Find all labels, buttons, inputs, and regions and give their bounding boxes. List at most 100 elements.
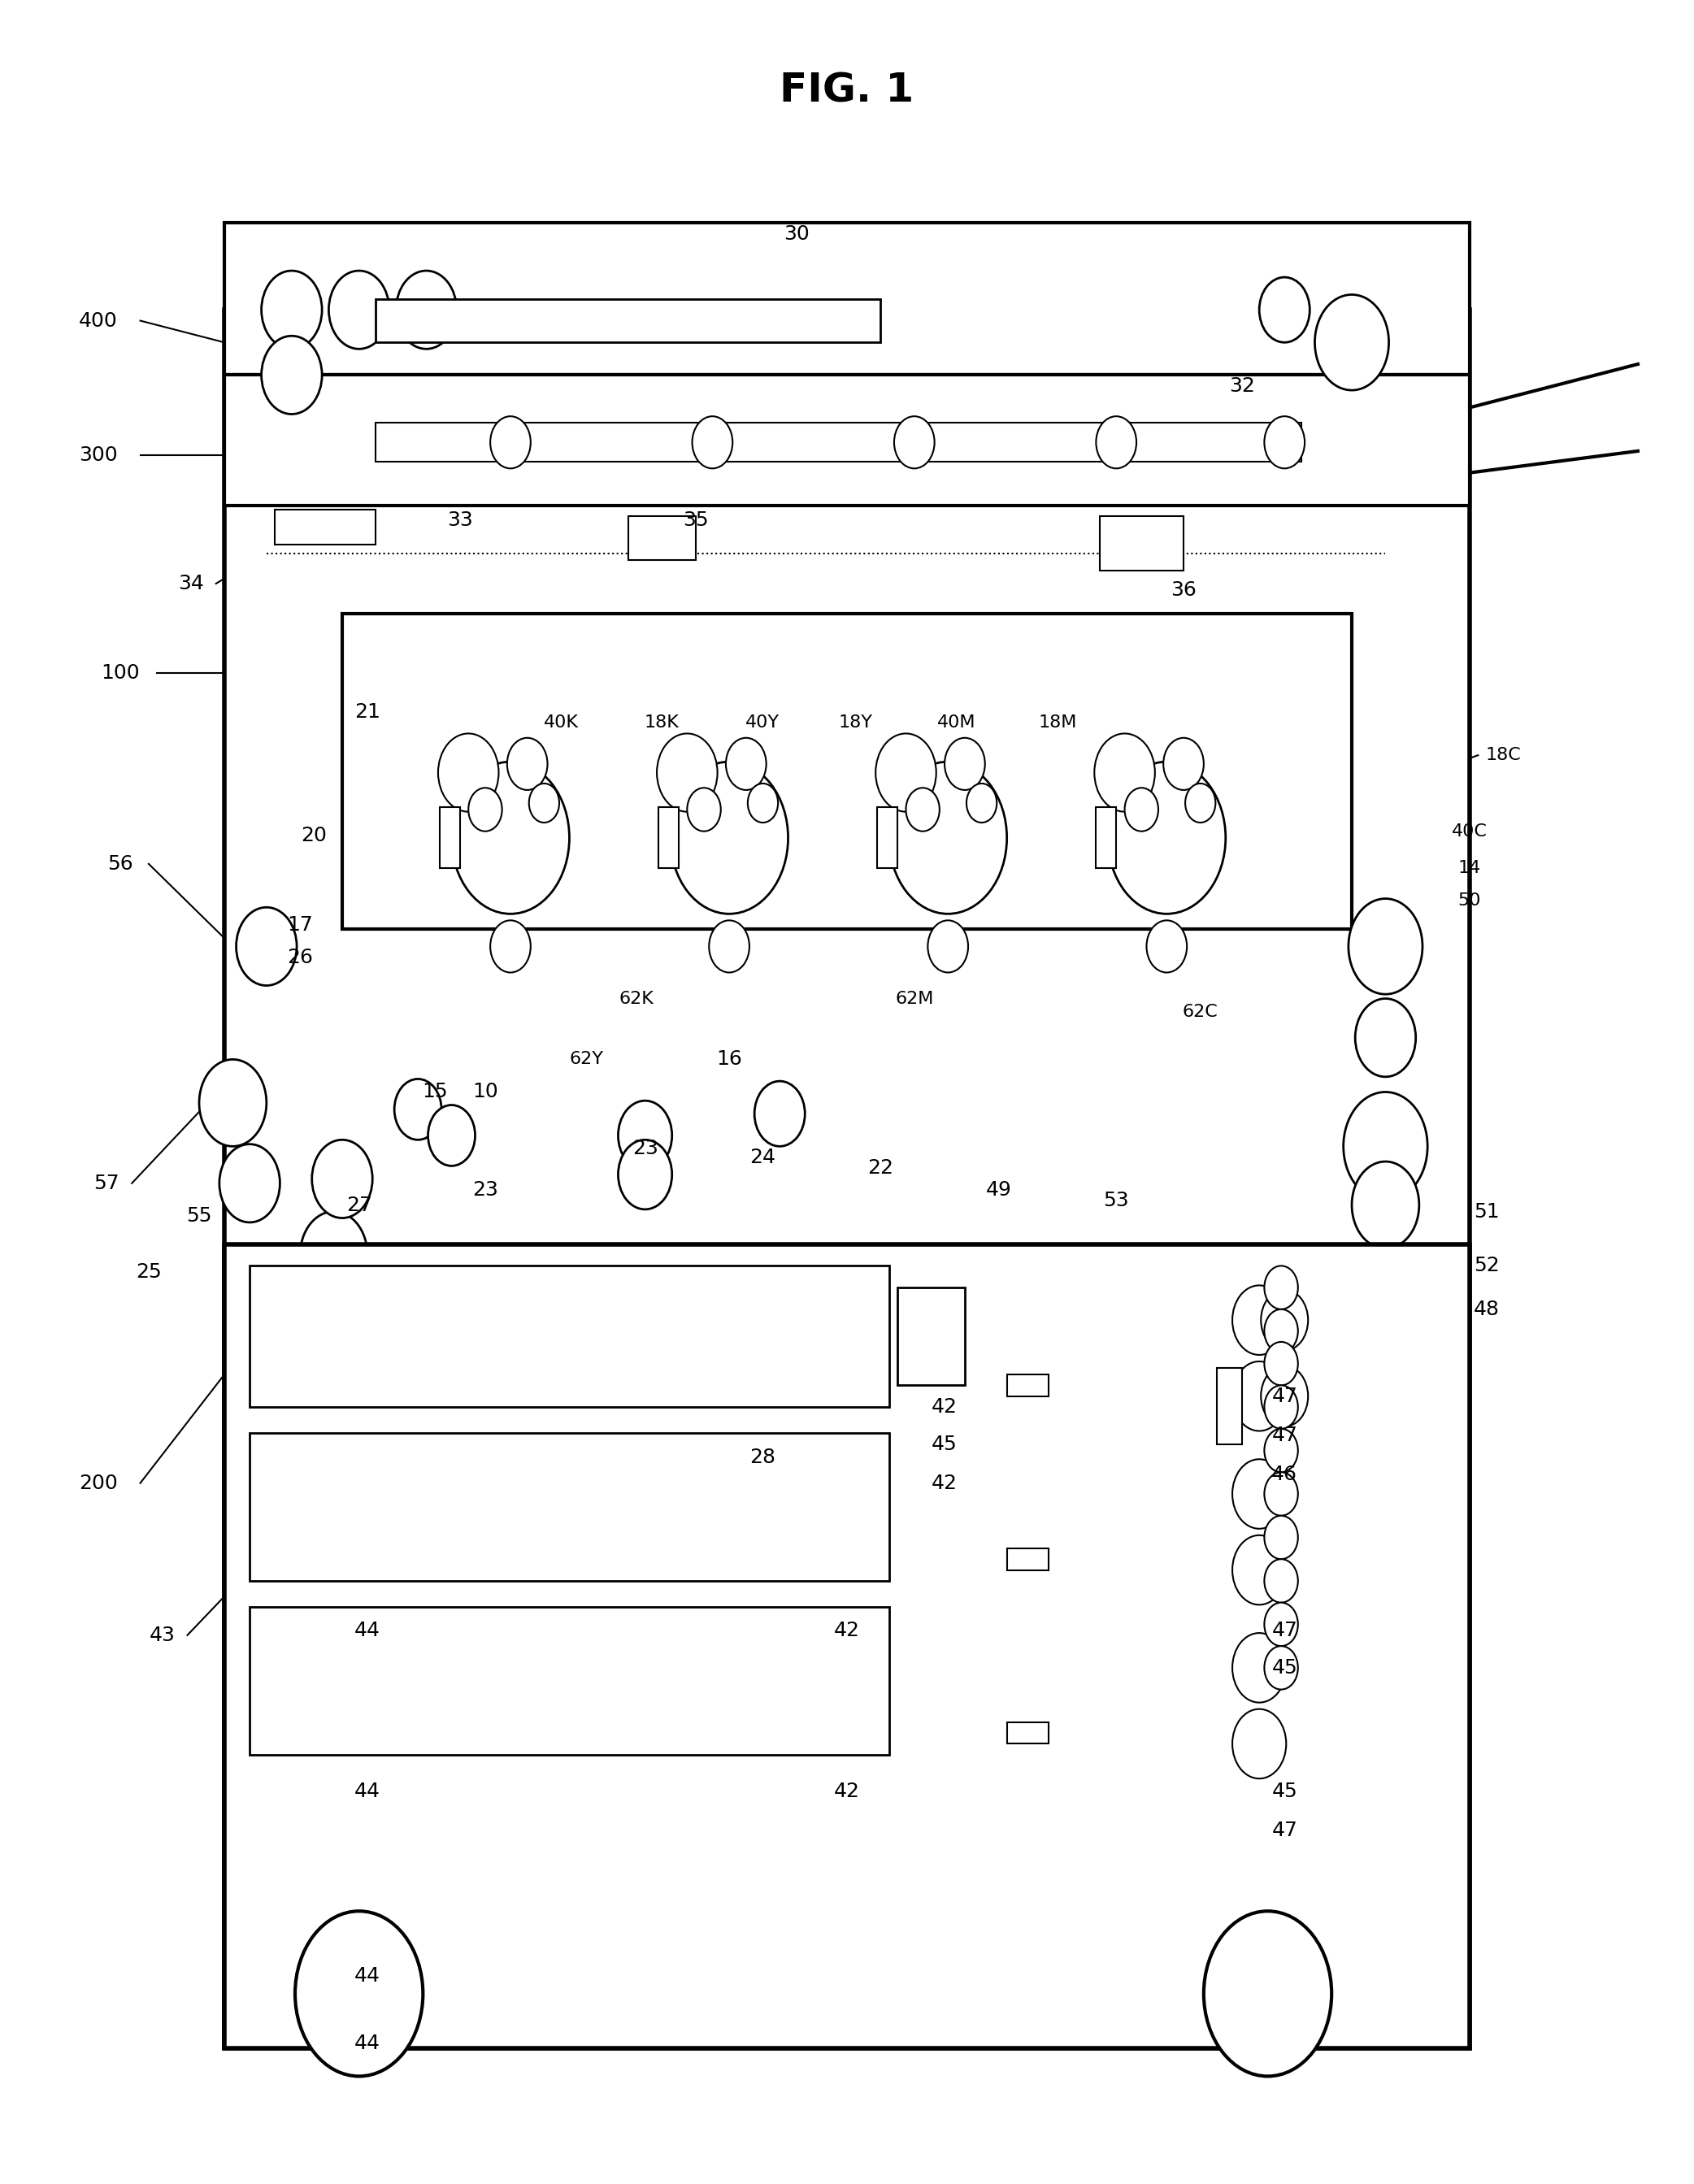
Text: 56: 56	[107, 854, 132, 874]
Text: 18C: 18C	[1486, 747, 1521, 764]
Circle shape	[1096, 417, 1137, 467]
Circle shape	[312, 1140, 373, 1219]
Circle shape	[200, 1059, 266, 1147]
Circle shape	[889, 762, 1006, 913]
Text: 55: 55	[186, 1206, 212, 1225]
Bar	[249, 1267, 889, 1406]
Text: 40M: 40M	[937, 714, 976, 732]
Text: 51: 51	[1474, 1201, 1499, 1221]
Text: 47: 47	[1272, 1387, 1298, 1406]
Circle shape	[747, 784, 778, 823]
Circle shape	[1125, 788, 1159, 832]
Circle shape	[429, 1105, 474, 1166]
Circle shape	[1348, 898, 1423, 994]
Text: 48: 48	[1474, 1299, 1499, 1319]
Text: 28: 28	[750, 1448, 776, 1468]
Text: 49: 49	[986, 1179, 1011, 1199]
Text: 45: 45	[1272, 1782, 1298, 1802]
Text: 57: 57	[93, 1173, 120, 1192]
Circle shape	[1186, 784, 1216, 823]
Circle shape	[300, 1212, 368, 1299]
Circle shape	[1264, 1647, 1298, 1690]
Circle shape	[396, 271, 457, 349]
Circle shape	[1260, 1291, 1308, 1350]
Circle shape	[1264, 1516, 1298, 1559]
Circle shape	[1094, 734, 1155, 812]
Circle shape	[876, 734, 937, 812]
Text: 62M: 62M	[894, 992, 933, 1007]
Circle shape	[1260, 1365, 1308, 1426]
Circle shape	[1164, 738, 1204, 791]
Circle shape	[1355, 998, 1416, 1077]
Circle shape	[618, 1140, 673, 1210]
Circle shape	[1264, 1267, 1298, 1308]
Circle shape	[235, 906, 296, 985]
Circle shape	[1264, 1428, 1298, 1472]
Text: 50: 50	[1459, 893, 1481, 909]
Bar	[274, 509, 376, 544]
Circle shape	[1232, 1634, 1286, 1704]
Circle shape	[1264, 417, 1304, 467]
Bar	[1006, 1374, 1049, 1396]
Circle shape	[490, 919, 530, 972]
Circle shape	[439, 734, 498, 812]
Circle shape	[295, 1911, 424, 2077]
Text: 40Y: 40Y	[745, 714, 779, 732]
Bar	[1096, 808, 1116, 869]
Circle shape	[490, 417, 530, 467]
Text: 34: 34	[178, 574, 203, 594]
Text: 45: 45	[1272, 1658, 1298, 1677]
Circle shape	[468, 788, 501, 832]
Circle shape	[452, 762, 569, 913]
Circle shape	[967, 784, 996, 823]
Circle shape	[1232, 1361, 1286, 1431]
Text: 42: 42	[833, 1621, 861, 1640]
Circle shape	[710, 919, 749, 972]
Text: 43: 43	[149, 1625, 174, 1645]
Circle shape	[1264, 1341, 1298, 1385]
Text: 47: 47	[1272, 1621, 1298, 1640]
Bar	[224, 310, 1470, 2049]
Circle shape	[219, 1144, 280, 1223]
Circle shape	[1264, 1559, 1298, 1603]
Text: 23: 23	[473, 1179, 498, 1199]
Bar	[342, 614, 1352, 928]
Text: 44: 44	[354, 1782, 381, 1802]
Text: 16: 16	[717, 1051, 742, 1070]
Text: 32: 32	[1230, 376, 1255, 395]
Text: 40K: 40K	[544, 714, 578, 732]
Circle shape	[261, 271, 322, 349]
Bar	[1006, 1548, 1049, 1570]
Circle shape	[507, 738, 547, 791]
Text: 44: 44	[354, 1621, 381, 1640]
Text: 10: 10	[473, 1083, 498, 1101]
Text: 400: 400	[80, 310, 117, 330]
Bar	[224, 223, 1470, 376]
Text: 44: 44	[354, 2033, 381, 2053]
Text: 14: 14	[1459, 860, 1481, 876]
Bar	[898, 1289, 966, 1385]
Text: 300: 300	[80, 446, 117, 465]
Circle shape	[906, 788, 940, 832]
Bar	[659, 808, 679, 869]
Text: 36: 36	[1171, 581, 1196, 601]
Circle shape	[329, 271, 390, 349]
Text: 47: 47	[1272, 1821, 1298, 1841]
Text: 42: 42	[932, 1474, 957, 1494]
Bar	[224, 376, 1470, 505]
Circle shape	[395, 1079, 442, 1140]
Text: 53: 53	[1103, 1190, 1130, 1210]
Text: 21: 21	[354, 701, 381, 721]
Text: 35: 35	[683, 511, 708, 531]
Circle shape	[337, 1249, 398, 1326]
Circle shape	[1147, 919, 1187, 972]
Text: 100: 100	[100, 664, 139, 681]
Text: 24: 24	[750, 1147, 776, 1166]
Circle shape	[1352, 1162, 1420, 1249]
Circle shape	[1264, 1603, 1298, 1647]
Text: 45: 45	[932, 1435, 957, 1455]
Circle shape	[1204, 1911, 1331, 2077]
Text: 42: 42	[932, 1398, 957, 1417]
Circle shape	[754, 1081, 805, 1147]
Text: 62K: 62K	[620, 992, 654, 1007]
